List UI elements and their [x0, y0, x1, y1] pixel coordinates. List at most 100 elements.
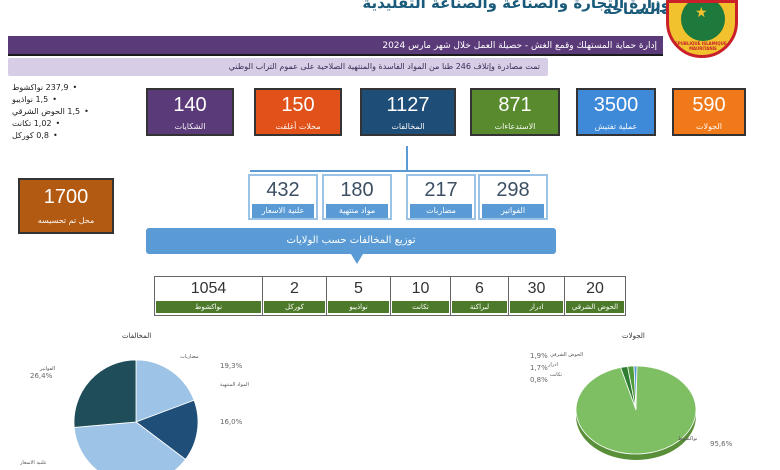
- region-label: ادرار: [510, 301, 563, 313]
- region-cell: 2 كوركل: [262, 276, 326, 316]
- kpi-label: الاستدعاءات: [494, 122, 536, 131]
- tonnage-list: 237,9 نواكشوط 1,5 نواذيبو 1,5 الحوض الشر…: [12, 82, 122, 142]
- region-label: كوركل: [264, 301, 325, 313]
- chart-title-rounds: الجولات: [622, 332, 645, 340]
- region-value: 5: [354, 280, 363, 297]
- violation-value: 217: [424, 179, 458, 201]
- region-value: 1054: [190, 280, 227, 297]
- pie-percent-label: 19,3%: [220, 362, 243, 370]
- emblem-logo: ★ REPUBLIQUE ISLAMIQUE DE MAURITANIE: [666, 0, 738, 58]
- violation-value: 180: [340, 179, 374, 201]
- kpi-label: المخالفات: [391, 122, 425, 131]
- region-label: تكانت: [392, 301, 449, 313]
- emblem-circle: [681, 3, 725, 41]
- kpi-violations: 1127 المخالفات: [360, 88, 456, 136]
- kpi-value: 871: [498, 94, 532, 116]
- pie-slice: [135, 399, 199, 460]
- kpi-value: 140: [173, 94, 207, 116]
- violation-label: مضاربات: [410, 204, 472, 218]
- region-label: لبراكنة: [452, 301, 507, 313]
- kpi-complaints: 140 الشكايات: [146, 88, 234, 136]
- ministry-title: وزارة التجارة والصناعة والصناعة التقليدي…: [362, 0, 670, 14]
- pie-category-label: ادرار: [547, 362, 558, 368]
- tonnage-item: 0,8 كوركل: [12, 130, 122, 142]
- connector: [406, 146, 408, 172]
- tonnage-item: 1,02 تكانت: [12, 118, 122, 130]
- kpi-summons: 871 الاستدعاءات: [470, 88, 560, 136]
- region-cell: 5 نواذيبو: [326, 276, 390, 316]
- violation-value: 298: [496, 179, 530, 201]
- pie-category-label: المواد المنتهية: [220, 382, 249, 388]
- pie-slice: [575, 365, 697, 455]
- star-icon: ★: [695, 5, 708, 21]
- pie-percent-label: 1,9%: [530, 352, 548, 360]
- region-label: نواذيبو: [328, 301, 389, 313]
- regions-banner: توزيع المخالفات حسب الولايات: [146, 228, 556, 254]
- region-cell: 6 لبراكنة: [450, 276, 508, 316]
- subheader-text: إدارة حماية المستهلك وقمع الغش - حصيلة ا…: [382, 41, 657, 51]
- kpi-value: 1127: [386, 94, 430, 116]
- kpi-shops-closed: 150 محلات أغلقت: [254, 88, 342, 136]
- region-value: 20: [586, 280, 604, 297]
- region-value: 6: [475, 280, 484, 297]
- pie-category-label: تكانت: [550, 372, 563, 378]
- kpi-awareness: 1700 محل تم تحسيسه: [18, 178, 114, 234]
- pie-percent-label: 95,6%: [710, 440, 733, 448]
- connector: [250, 170, 530, 172]
- kpi-inspections: 3500 عملية تفتيش: [576, 88, 656, 136]
- region-value: 10: [411, 280, 430, 297]
- violation-speculation: 217 مضاربات: [406, 174, 476, 220]
- violation-expired: 180 مواد منتهية: [322, 174, 392, 220]
- tonnage-item: 1,5 نواذيبو: [12, 94, 122, 106]
- regions-table: 1054 نواكشوط 2 كوركل 5 نواذيبو 10 تكانت …: [154, 276, 626, 316]
- region-cell: 20 الحوض الشرقي: [564, 276, 626, 316]
- seizure-notice: تمت مصادرة وإتلاف 246 طنا من المواد الفا…: [8, 58, 548, 76]
- region-label: نواكشوط: [156, 301, 261, 313]
- tonnage-item: 237,9 نواكشوط: [12, 82, 122, 94]
- kpi-label: الشكايات: [174, 122, 206, 131]
- pie-category-label: الفواتير: [39, 366, 55, 372]
- pie-percent-label: 0,8%: [530, 376, 548, 384]
- pie-category-label: علنية الاسعار: [20, 460, 47, 466]
- violations-pie-chart: مضاربات 19,3% المواد المنتهية 16,0% علنية ال…: [20, 354, 249, 470]
- kpi-value: 150: [281, 94, 315, 116]
- pie1-labels: مضاربات 19,3% المواد المنتهية 16,0% علنية ال…: [20, 354, 249, 466]
- pie-percent-label: 16,0%: [220, 418, 243, 426]
- pie2-slices: [575, 365, 697, 460]
- violation-label: الفواتير: [482, 204, 544, 218]
- kpi-value: 590: [692, 94, 726, 116]
- kpi-label: محلات أغلقت: [275, 122, 321, 131]
- region-value: 30: [527, 280, 546, 297]
- pie-percent-label: 26,4%: [30, 372, 53, 380]
- kpi-label: الجولات: [695, 122, 723, 131]
- violation-value: 432: [266, 179, 300, 201]
- chart-title-violations: المخالفات: [122, 332, 152, 340]
- arrow-down-icon: [351, 254, 363, 264]
- region-label: الحوض الشرقي: [566, 301, 624, 313]
- pie-slice: [73, 359, 137, 428]
- region-cell: 30 ادرار: [508, 276, 564, 316]
- kpi-value: 1700: [43, 186, 89, 208]
- region-cell: 1054 نواكشوط: [154, 276, 262, 316]
- region-cell: 10 تكانت: [390, 276, 450, 316]
- pie1-slices: [73, 359, 199, 470]
- kpi-rounds: 590 الجولات: [672, 88, 746, 136]
- subheader-bar: [8, 36, 663, 56]
- violation-invoices: 298 الفواتير: [478, 174, 548, 220]
- tonnage-item: 1,5 الحوض الشرقي: [12, 106, 122, 118]
- pie-category-label: نواكشوط: [678, 436, 697, 442]
- violation-price-display: 432 علنية الاسعار: [248, 174, 318, 220]
- kpi-value: 3500: [593, 94, 639, 116]
- kpi-label: عملية تفتيش: [594, 122, 638, 131]
- pie-category-label: مضاربات: [180, 354, 199, 360]
- pie-percent-label: 1,7%: [530, 364, 548, 372]
- emblem-text: REPUBLIQUE ISLAMIQUE DE MAURITANIE: [671, 41, 735, 51]
- pie-slice: [135, 359, 195, 423]
- violation-label: مواد منتهية: [326, 204, 388, 218]
- pie-category-label: الحوض الشرقي: [550, 352, 583, 358]
- region-value: 2: [290, 280, 299, 297]
- pie-slice: [73, 421, 187, 470]
